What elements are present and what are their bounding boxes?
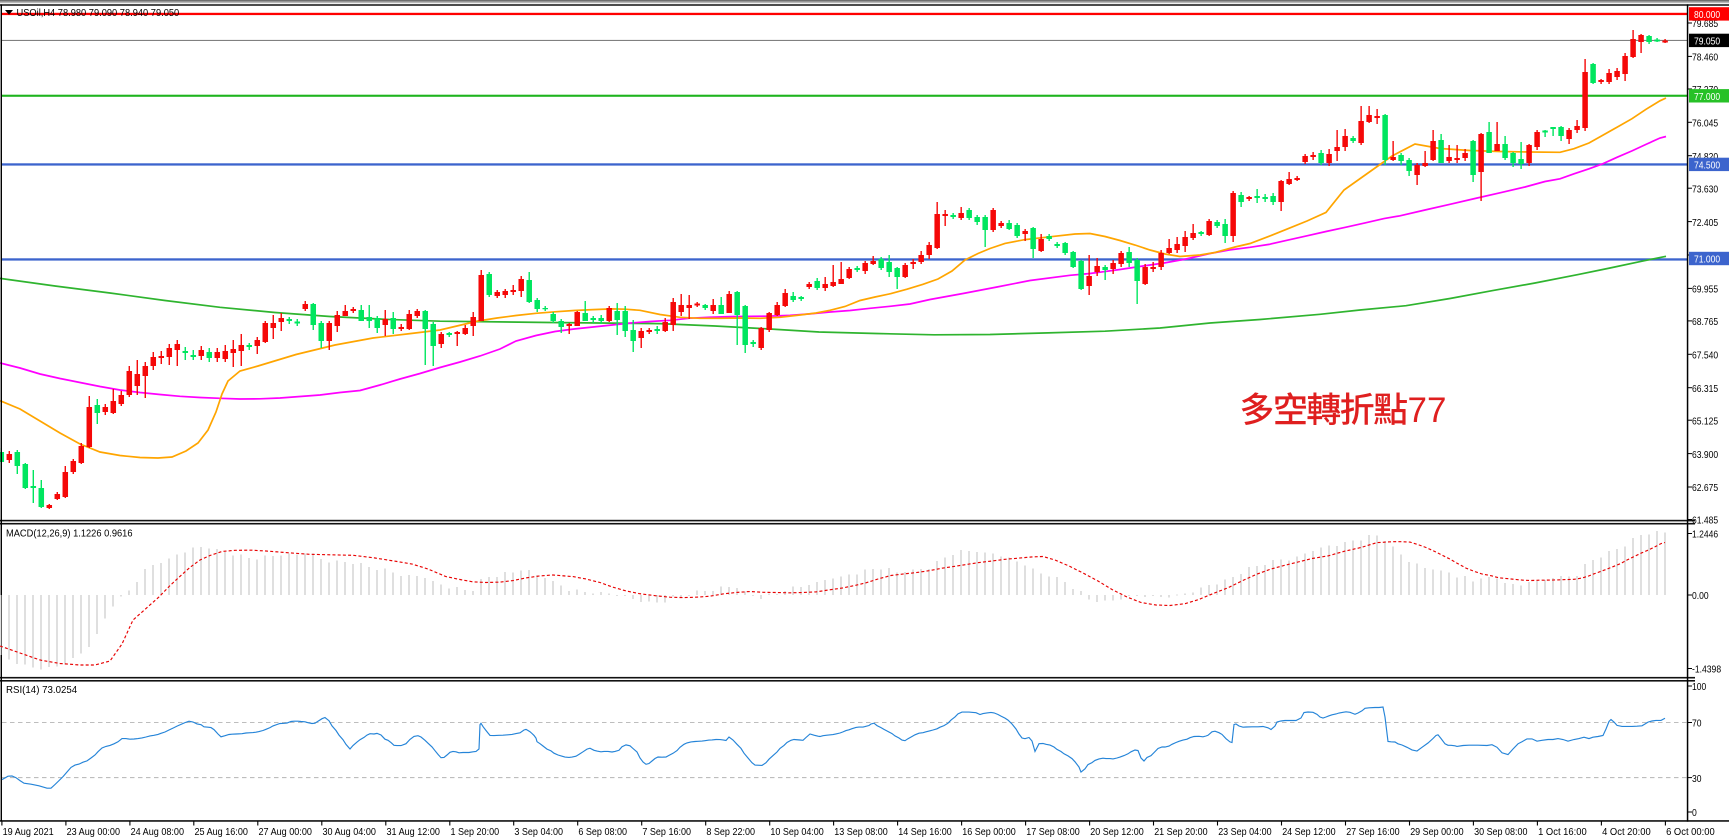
svg-text:RSI(14) 73.0254: RSI(14) 73.0254 — [6, 684, 77, 696]
svg-text:14 Sep 16:00: 14 Sep 16:00 — [898, 826, 952, 838]
svg-text:66.315: 66.315 — [1692, 383, 1718, 395]
svg-text:10 Sep 04:00: 10 Sep 04:00 — [770, 826, 824, 838]
svg-text:65.125: 65.125 — [1692, 415, 1718, 427]
svg-text:23 Aug 00:00: 23 Aug 00:00 — [67, 826, 121, 838]
svg-text:73.630: 73.630 — [1692, 183, 1718, 195]
svg-text:80.000: 80.000 — [1694, 9, 1720, 21]
svg-text:7 Sep 16:00: 7 Sep 16:00 — [642, 826, 691, 838]
svg-text:24 Aug 08:00: 24 Aug 08:00 — [131, 826, 185, 838]
svg-text:13 Sep 08:00: 13 Sep 08:00 — [834, 826, 888, 838]
svg-text:67.540: 67.540 — [1692, 350, 1718, 362]
svg-text:8 Sep 22:00: 8 Sep 22:00 — [706, 826, 755, 838]
svg-text:25 Aug 16:00: 25 Aug 16:00 — [195, 826, 249, 838]
svg-text:6 Sep 08:00: 6 Sep 08:00 — [578, 826, 627, 838]
svg-text:79.050: 79.050 — [1694, 36, 1720, 48]
svg-text:68.765: 68.765 — [1692, 316, 1718, 328]
svg-text:1.2446: 1.2446 — [1692, 529, 1718, 541]
svg-text:27 Aug 00:00: 27 Aug 00:00 — [259, 826, 313, 838]
svg-text:19 Aug 2021: 19 Aug 2021 — [3, 826, 54, 838]
svg-text:0: 0 — [1692, 807, 1697, 819]
svg-text:79.685: 79.685 — [1692, 18, 1718, 30]
svg-text:71.000: 71.000 — [1694, 254, 1720, 266]
svg-text:1 Sep 20:00: 1 Sep 20:00 — [451, 826, 500, 838]
svg-text:74.500: 74.500 — [1694, 160, 1720, 172]
svg-text:30: 30 — [1692, 773, 1702, 785]
svg-text:31 Aug 12:00: 31 Aug 12:00 — [387, 826, 441, 838]
svg-text:63.900: 63.900 — [1692, 449, 1718, 461]
svg-text:3 Sep 04:00: 3 Sep 04:00 — [514, 826, 563, 838]
svg-text:4 Oct 20:00: 4 Oct 20:00 — [1602, 826, 1651, 838]
svg-text:27 Sep 16:00: 27 Sep 16:00 — [1346, 826, 1400, 838]
svg-text:17 Sep 08:00: 17 Sep 08:00 — [1026, 826, 1080, 838]
svg-text:0.00: 0.00 — [1692, 590, 1709, 602]
svg-text:6 Oct 00:00: 6 Oct 00:00 — [1666, 826, 1715, 838]
svg-text:1 Oct 16:00: 1 Oct 16:00 — [1538, 826, 1587, 838]
svg-text:76.045: 76.045 — [1692, 118, 1718, 130]
svg-text:69.955: 69.955 — [1692, 284, 1718, 296]
svg-text:24 Sep 12:00: 24 Sep 12:00 — [1282, 826, 1336, 838]
svg-text:MACD(12,26,9) 1.1226 0.9616: MACD(12,26,9) 1.1226 0.9616 — [6, 527, 133, 539]
svg-text:62.675: 62.675 — [1692, 482, 1718, 494]
svg-text:-1.4398: -1.4398 — [1692, 664, 1721, 676]
svg-text:70: 70 — [1692, 718, 1702, 730]
svg-text:30 Sep 08:00: 30 Sep 08:00 — [1474, 826, 1528, 838]
svg-text:20 Sep 12:00: 20 Sep 12:00 — [1090, 826, 1144, 838]
svg-text:16 Sep 00:00: 16 Sep 00:00 — [962, 826, 1016, 838]
svg-text:29 Sep 00:00: 29 Sep 00:00 — [1410, 826, 1464, 838]
svg-text:72.405: 72.405 — [1692, 217, 1718, 229]
svg-text:77: 77 — [1408, 391, 1447, 430]
svg-text:100: 100 — [1692, 681, 1706, 693]
svg-text:21 Sep 20:00: 21 Sep 20:00 — [1154, 826, 1208, 838]
svg-text:61.485: 61.485 — [1692, 515, 1718, 527]
svg-text:77.000: 77.000 — [1694, 91, 1720, 103]
svg-text:USOil,H4 78.980 79.090 78.940: USOil,H4 78.980 79.090 78.940 79.050 — [17, 7, 180, 19]
svg-text:30 Aug 04:00: 30 Aug 04:00 — [323, 826, 377, 838]
svg-text:23 Sep 04:00: 23 Sep 04:00 — [1218, 826, 1272, 838]
svg-text:78.460: 78.460 — [1692, 52, 1718, 64]
